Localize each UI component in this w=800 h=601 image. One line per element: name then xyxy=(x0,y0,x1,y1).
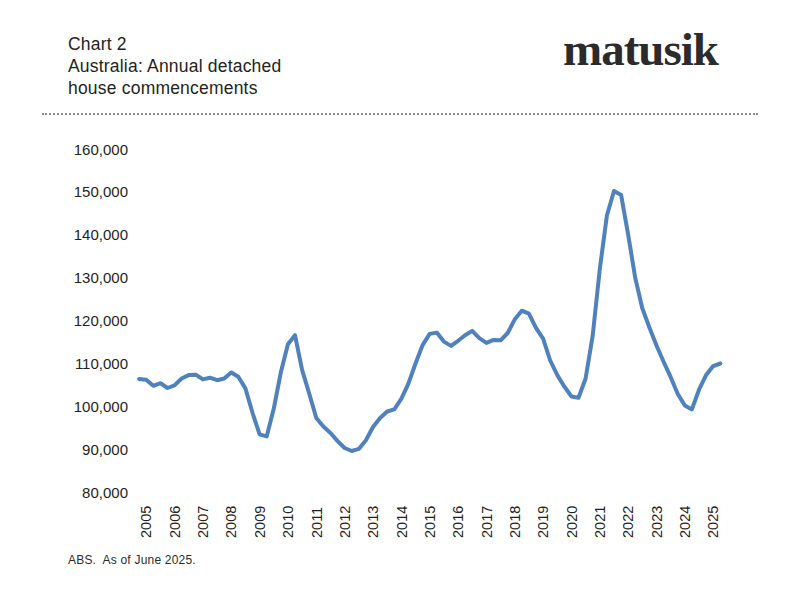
x-tick-label: 2006 xyxy=(167,506,183,538)
y-axis-labels: 160,000 150,000 140,000 130,000 120,000 110,0… xyxy=(74,141,128,501)
y-tick-label: 100,000 xyxy=(74,398,128,415)
x-tick-label: 2015 xyxy=(422,506,438,538)
line-chart: 160,000 150,000 140,000 130,000 120,000 110,0… xyxy=(0,0,800,601)
y-tick-label: 90,000 xyxy=(82,441,128,458)
x-tick-label: 2025 xyxy=(705,506,721,538)
y-tick-label: 130,000 xyxy=(74,269,128,286)
footnote: ABS. As of June 2025. xyxy=(68,553,196,567)
x-tick-label: 2010 xyxy=(280,506,296,538)
y-tick-label: 140,000 xyxy=(74,226,128,243)
y-tick-label: 80,000 xyxy=(82,484,128,501)
y-tick-label: 160,000 xyxy=(74,141,128,158)
x-tick-label: 2011 xyxy=(309,507,325,538)
x-axis-labels: 2005 2006 2007 2008 2009 2010 2011 2012 2013 2014… xyxy=(138,506,721,538)
x-tick-label: 2024 xyxy=(677,506,693,538)
x-tick-label: 2009 xyxy=(252,506,268,538)
x-tick-label: 2020 xyxy=(564,506,580,538)
x-tick-label: 2013 xyxy=(365,506,381,538)
x-tick-label: 2014 xyxy=(394,506,410,538)
x-tick-label: 2019 xyxy=(535,506,551,538)
y-tick-label: 150,000 xyxy=(74,183,128,200)
y-tick-label: 120,000 xyxy=(74,312,128,329)
x-tick-label: 2017 xyxy=(479,506,495,538)
x-tick-label: 2016 xyxy=(450,506,466,538)
page: Chart 2 Australia: Annual detached house… xyxy=(0,0,800,601)
x-tick-label: 2012 xyxy=(337,506,353,538)
series-line xyxy=(139,191,720,451)
x-tick-label: 2023 xyxy=(649,506,665,538)
x-tick-label: 2022 xyxy=(620,506,636,538)
x-tick-label: 2018 xyxy=(507,506,523,538)
y-tick-label: 110,000 xyxy=(75,355,128,372)
x-tick-label: 2005 xyxy=(138,506,154,538)
x-tick-label: 2021 xyxy=(592,506,608,538)
x-tick-label: 2008 xyxy=(223,506,239,538)
x-tick-label: 2007 xyxy=(195,506,211,538)
